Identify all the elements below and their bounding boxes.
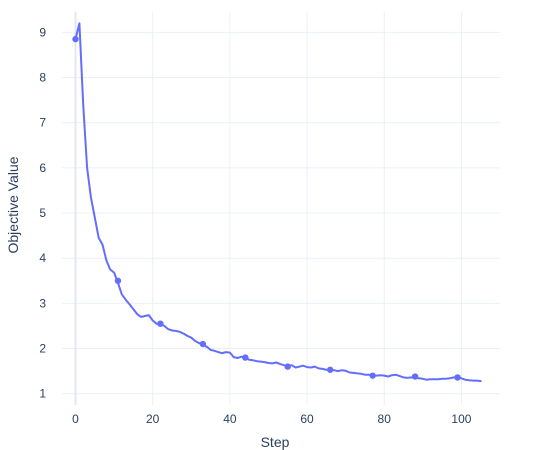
data-point (369, 372, 376, 379)
x-tick-label: 100 (451, 412, 471, 426)
data-point (242, 354, 249, 361)
y-tick-label: 4 (39, 251, 46, 265)
data-point (454, 374, 461, 381)
data-point (327, 366, 334, 373)
grid (62, 12, 500, 405)
y-tick-label: 5 (39, 206, 46, 220)
x-tick-label: 0 (72, 412, 79, 426)
y-tick-label: 8 (39, 71, 46, 85)
y-tick-label: 3 (39, 296, 46, 310)
y-tick-label: 1 (39, 387, 46, 401)
y-tick-label: 9 (39, 25, 46, 39)
x-tick-label: 20 (146, 412, 160, 426)
y-tick-label: 6 (39, 161, 46, 175)
tick-labels: 1 2 3 4 5 6 7 8 9 0 20 40 60 80 100 (39, 25, 471, 426)
y-axis-title: Objective Value (5, 156, 21, 253)
marker-layer (72, 35, 461, 381)
y-tick-label: 7 (39, 116, 46, 130)
data-point (411, 373, 419, 380)
data-point (157, 320, 164, 327)
x-tick-label: 60 (300, 412, 314, 426)
x-tick-label: 80 (378, 412, 392, 426)
x-axis-title: Step (261, 434, 290, 450)
y-tick-label: 2 (39, 342, 46, 356)
data-point (72, 35, 79, 43)
data-point (284, 363, 291, 370)
data-point (114, 277, 122, 284)
x-tick-label: 40 (223, 412, 237, 426)
data-point (199, 340, 207, 348)
